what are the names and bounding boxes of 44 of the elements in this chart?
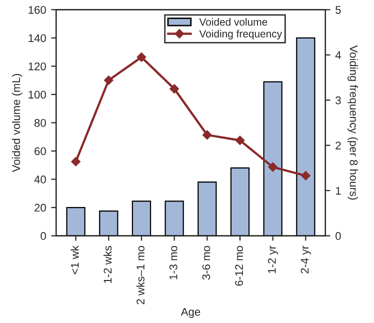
y-axis-title: Voided volume (mL) [12, 74, 22, 172]
bar [296, 37, 316, 236]
point [301, 171, 310, 180]
y-tick-label: 140 [28, 34, 46, 42]
y2-axis-title: Voiding frequency (per 8 hours) [348, 45, 358, 200]
legend-label: Voided volume [199, 18, 268, 26]
point [104, 76, 114, 85]
y2-tick-label: 2 [336, 142, 341, 150]
y-tick-label: 60 [34, 147, 46, 156]
y2-tick-label: 0 [336, 232, 341, 240]
bar [230, 167, 250, 236]
y-tick-label: 0 [40, 232, 46, 240]
x-tick-label: 1-2 yr [268, 246, 278, 274]
point [235, 136, 245, 145]
y-tick-label: 80 [34, 119, 46, 127]
x-tick-label: 6-12 mo [235, 246, 243, 286]
x-tick-label: 3-6 mo [202, 246, 210, 280]
y-tick-label: 100 [28, 90, 46, 99]
x-tick-label: 1-2 wks [103, 246, 112, 283]
y2-tick-label: 1 [336, 186, 341, 195]
point [202, 130, 212, 140]
y-tick-label: 40 [34, 176, 46, 184]
y-tick-label: 120 [28, 62, 46, 70]
y2-tick-label: 3 [336, 96, 341, 104]
x-tick-label: 1-3 mo [169, 246, 178, 280]
x-axis-title: Age [180, 308, 200, 318]
y2-tick-label: 4 [335, 51, 341, 59]
y-tick-label: 20 [34, 204, 46, 212]
point [136, 52, 146, 62]
point [170, 84, 179, 94]
bar [263, 81, 282, 236]
y-tick-label: 160 [28, 6, 46, 14]
point [71, 157, 80, 166]
bar [164, 200, 184, 236]
bar [99, 210, 118, 236]
x-tick-label: 2-4 yr [300, 246, 311, 274]
bar [66, 206, 86, 236]
y2-tick-label: 5 [336, 6, 341, 14]
bar [132, 200, 152, 236]
x-tick-label: 2 wks–1 mo [136, 246, 144, 304]
point [268, 162, 278, 172]
x-tick-label: <1 wk [70, 245, 79, 274]
legend-label: Voiding frequency [199, 30, 282, 40]
bar [198, 182, 217, 236]
